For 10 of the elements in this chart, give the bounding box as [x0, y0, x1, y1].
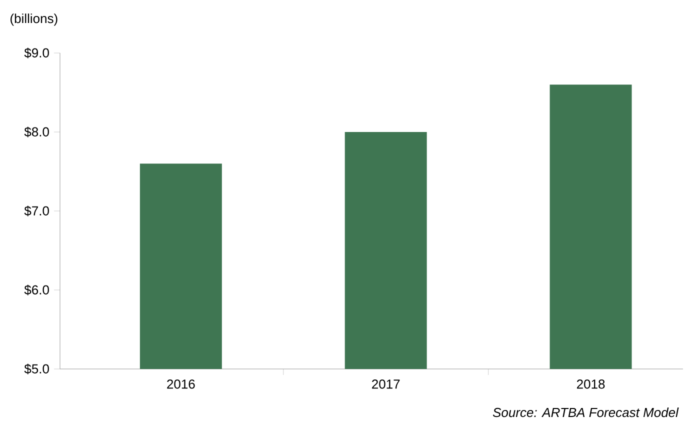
- x-tick-label: 2016: [167, 380, 195, 389]
- y-tick-label: $9.0: [24, 48, 49, 58]
- y-tick-label: $8.0: [24, 126, 49, 138]
- x-tick-label: 2018: [576, 380, 605, 389]
- x-tick-label: 2017: [372, 380, 400, 389]
- y-tick-label: $5.0: [24, 364, 49, 374]
- y-tick-label: $7.0: [24, 206, 49, 216]
- y-tick-label: $6.0: [24, 284, 49, 296]
- source-note: Source: ARTBA Forecast Model: [492, 408, 679, 418]
- y-axis-title: (billions): [10, 14, 58, 26]
